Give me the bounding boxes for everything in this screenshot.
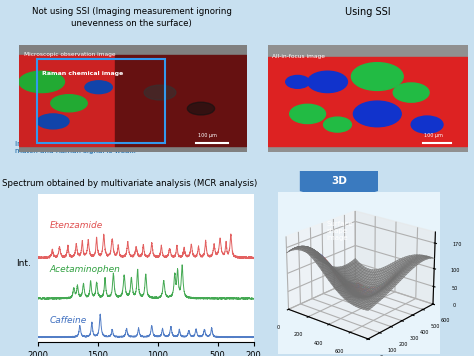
Text: Not using SSI (Imaging measurement ignoring
unevenness on the surface): Not using SSI (Imaging measurement ignor… bbox=[32, 7, 231, 28]
Polygon shape bbox=[301, 171, 377, 201]
Circle shape bbox=[187, 102, 215, 115]
Text: Caffeine: Caffeine bbox=[50, 316, 87, 325]
Circle shape bbox=[324, 117, 351, 132]
Text: Surface
shape
image: Surface shape image bbox=[327, 221, 353, 241]
Circle shape bbox=[85, 81, 112, 94]
Circle shape bbox=[308, 71, 347, 93]
Text: 100 μm: 100 μm bbox=[198, 134, 217, 138]
Circle shape bbox=[351, 63, 403, 90]
Circle shape bbox=[411, 116, 443, 133]
Circle shape bbox=[286, 75, 310, 88]
Text: Microscopic observation image: Microscopic observation image bbox=[24, 52, 115, 57]
Text: All-in-focus image: All-in-focus image bbox=[272, 54, 325, 59]
Circle shape bbox=[51, 95, 87, 112]
Bar bbox=[37, 59, 164, 143]
Text: 3D: 3D bbox=[331, 177, 347, 187]
Text: Acetaminophen: Acetaminophen bbox=[50, 265, 121, 274]
Text: Using SSI: Using SSI bbox=[345, 7, 390, 17]
Text: Spectrum obtained by multivariate analysis (MCR analysis): Spectrum obtained by multivariate analys… bbox=[2, 179, 258, 188]
Y-axis label: Int.: Int. bbox=[17, 259, 31, 268]
Circle shape bbox=[37, 114, 69, 129]
Circle shape bbox=[144, 85, 176, 100]
Circle shape bbox=[393, 83, 429, 102]
Text: 100 μm: 100 μm bbox=[424, 134, 443, 138]
Text: In the concavo-convex parts, the focus does not
match and Raman signal is weak.: In the concavo-convex parts, the focus d… bbox=[15, 141, 189, 153]
Text: Etenzamide: Etenzamide bbox=[50, 221, 103, 230]
Text: Raman chemical image: Raman chemical image bbox=[42, 71, 123, 76]
Circle shape bbox=[354, 101, 401, 127]
Circle shape bbox=[19, 71, 64, 93]
Circle shape bbox=[290, 104, 326, 124]
